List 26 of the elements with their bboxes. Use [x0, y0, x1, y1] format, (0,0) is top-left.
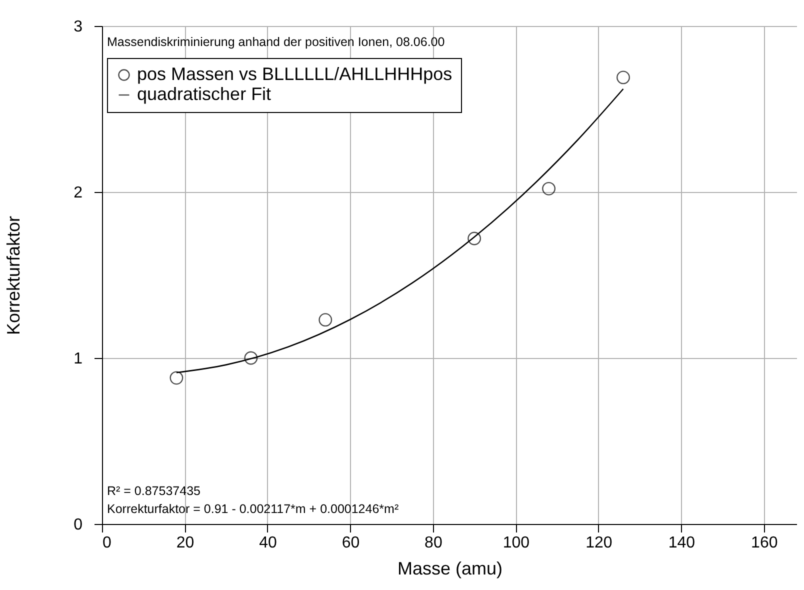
point: [616, 70, 630, 84]
y-tick-label: 0: [74, 516, 83, 534]
y-axis-title: Korrekturfaktor: [4, 216, 24, 336]
x-tick-label: 160: [751, 534, 778, 552]
y-tick-label: 3: [74, 18, 83, 36]
legend-label: pos Massen vs BLLLLLL/AHLLHHHpos: [137, 64, 452, 84]
x-tick-label: 60: [342, 534, 360, 552]
text: Massendiskriminierung anhand der positiven Ionen, 08.06.00: [107, 35, 445, 49]
x-tick-label: 100: [502, 534, 530, 552]
annotation: Korrekturfaktor = 0.91 - 0.002117*m + 0.0001246*m²: [107, 502, 399, 516]
x-tick-label: 40: [259, 534, 277, 552]
y-tick-label: 1: [74, 350, 83, 368]
x-tick-label: 20: [176, 534, 194, 552]
point: [318, 313, 332, 327]
x-tick-label: 120: [586, 534, 612, 552]
legend-label: quadratischer Fit: [137, 84, 272, 104]
x-axis-title: Masse (amu): [397, 558, 503, 578]
point: [170, 371, 184, 385]
point: [468, 232, 482, 246]
x-tick-label: 80: [424, 534, 442, 552]
point: [542, 182, 556, 196]
x-tick-label: 0: [102, 534, 112, 552]
x-tick-label: 140: [668, 534, 696, 552]
y-tick-label: 2: [74, 184, 83, 202]
annotation: R² = 0.87537435: [107, 484, 201, 498]
point: [244, 351, 258, 365]
